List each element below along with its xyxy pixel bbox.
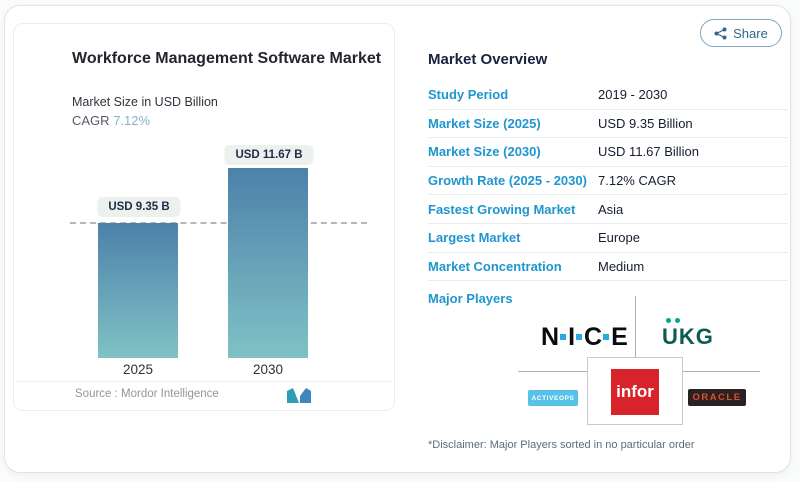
row-value: 7.12% CAGR [598,173,677,189]
table-row: Study Period 2019 - 2030 [428,81,788,110]
table-row: Fastest Growing Market Asia [428,195,788,224]
cagr-value: 7.12% [113,113,151,128]
share-label: Share [733,25,768,41]
ukg-logo: UKG [662,318,732,350]
row-label: Fastest Growing Market [428,201,576,217]
row-value: USD 9.35 Billion [598,115,693,131]
mordor-intelligence-logo-icon [287,388,311,403]
ukg-umlaut-dots-icon [666,318,680,323]
row-value: 2019 - 2030 [598,87,668,103]
major-players-label: Major Players [428,291,513,306]
source-name: Mordor Intelligence [121,388,219,400]
table-row: Largest Market Europe [428,224,788,253]
oracle-logo: ORACLE [688,389,746,406]
share-nodes-icon [714,27,727,39]
players-grid-hline-right [682,371,760,372]
bar-2025 [98,223,178,358]
x-axis-label-2030: 2030 [252,362,284,377]
overview-title: Market Overview [428,51,548,68]
bar-2030 [228,168,308,358]
row-label: Largest Market [428,230,521,246]
source-label: Source : [75,388,118,400]
cagr-label: CAGR [72,113,110,128]
row-value: USD 11.67 Billion [598,144,699,160]
row-label: Market Size (2025) [428,115,541,131]
share-button[interactable]: Share [700,19,782,47]
row-label: Market Size (2030) [428,144,541,160]
cagr-line: CAGR 7.12% [72,113,150,128]
row-label: Growth Rate (2025 - 2030) [428,173,587,189]
infor-logo: infor [611,369,659,415]
row-value: Asia [598,201,624,217]
row-label: Market Concentration [428,258,562,274]
source-text: Source : Mordor Intelligence [75,388,219,400]
chart-subtitle: Market Size in USD Billion [72,95,218,109]
bar-value-label-2025: USD 9.35 B [97,197,181,217]
overview-table: Study Period 2019 - 2030 Market Size (20… [428,81,788,282]
bar-value-label-2030: USD 11.67 B [224,145,314,165]
row-value: Europe [598,230,640,246]
chart-title: Workforce Management Software Market [72,50,382,67]
x-axis-label-2025: 2025 [122,362,154,377]
table-row: Market Size (2030) USD 11.67 Billion [428,138,788,167]
disclaimer-text: *Disclaimer: Major Players sorted in no … [428,439,695,451]
row-label: Study Period [428,87,509,103]
table-row: Market Size (2025) USD 9.35 Billion [428,110,788,139]
baseline-dashed-line [70,222,367,224]
players-grid-hline-left [518,371,587,372]
players-grid-vline [635,296,636,357]
activeops-logo: ActiveOps [528,390,578,406]
table-row: Growth Rate (2025 - 2030) 7.12% CAGR [428,167,788,196]
row-value: Medium [598,258,645,274]
table-row: Market Concentration Medium [428,253,788,282]
source-divider [14,381,394,382]
chart-panel [13,23,395,411]
